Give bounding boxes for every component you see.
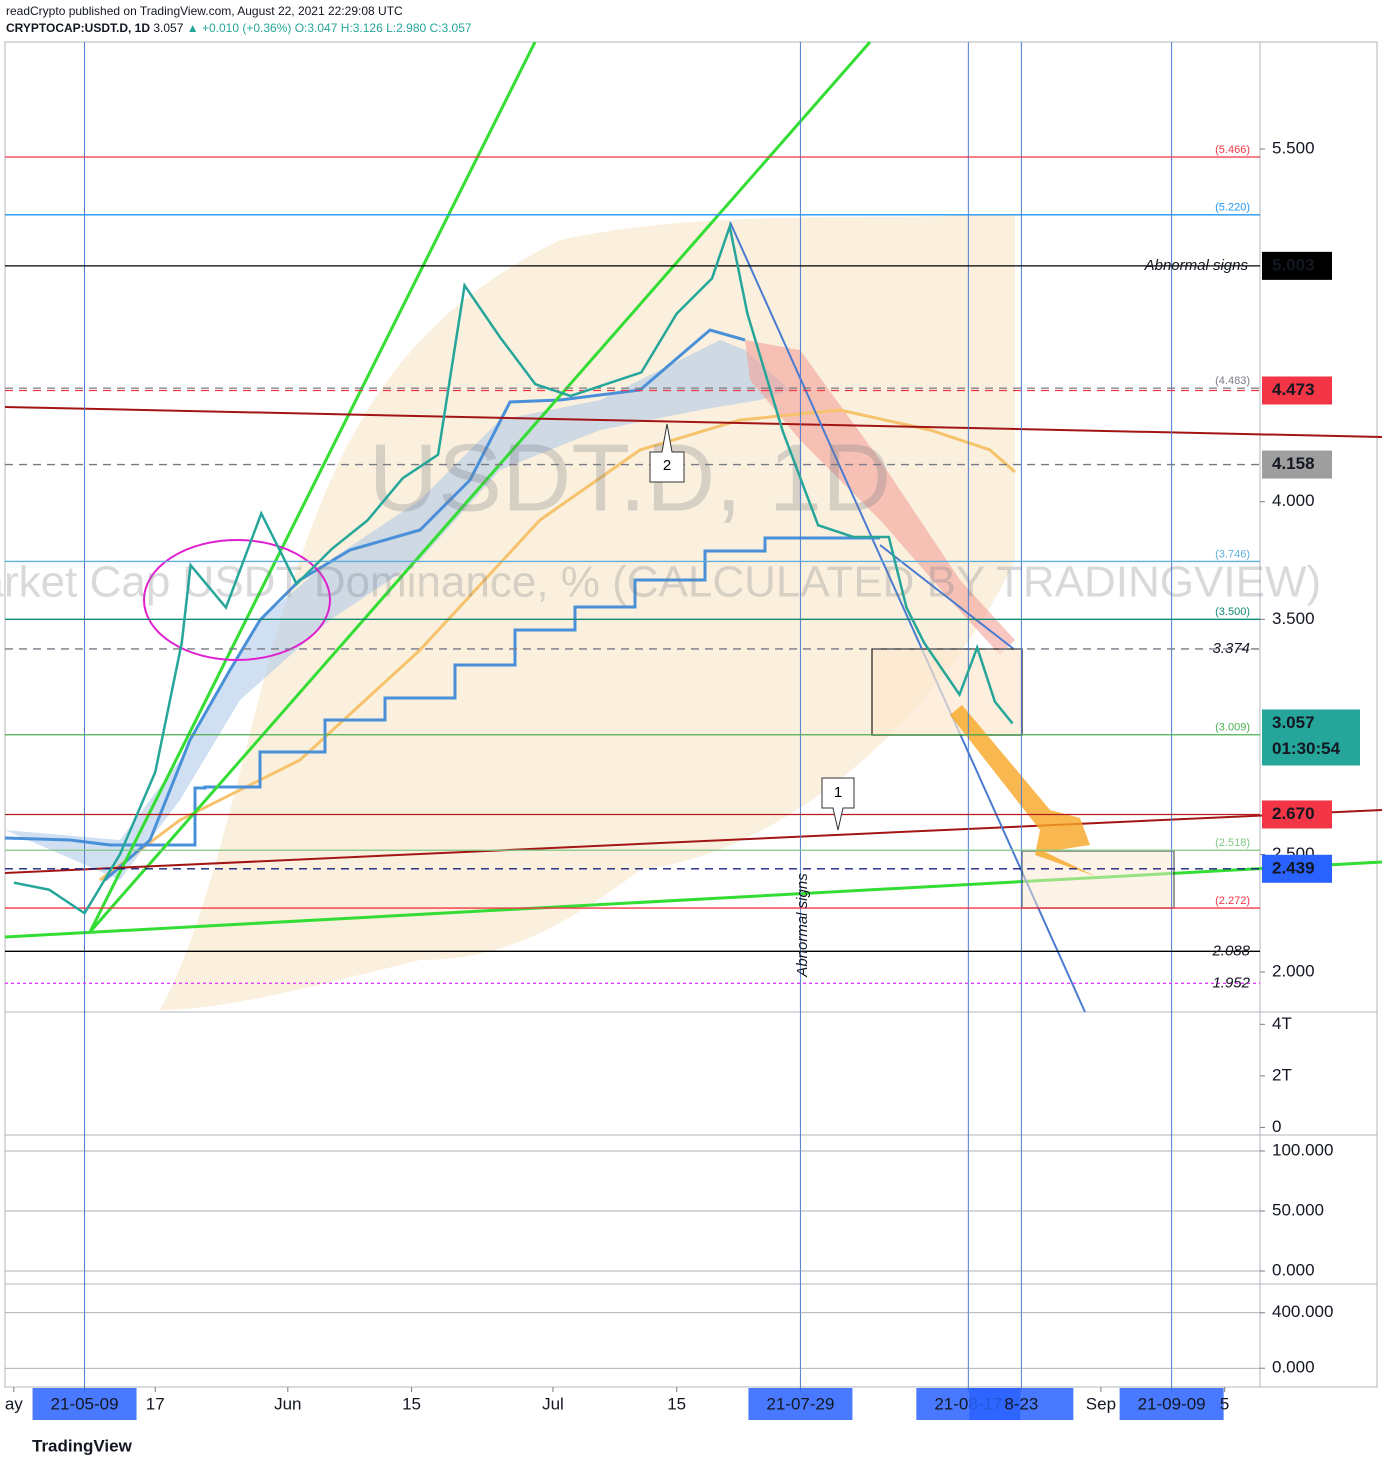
y-tick-label: 5.500 <box>1272 138 1315 157</box>
price-badge-label: 3.057 <box>1272 713 1315 732</box>
price-badge <box>1262 709 1360 766</box>
pane-tick-label: 100.000 <box>1272 1140 1333 1159</box>
pane-tick-label: 50.000 <box>1272 1200 1324 1219</box>
baseline <box>104 328 746 882</box>
x-tick-label: Jul <box>542 1394 564 1413</box>
x-tick-highlight <box>969 1388 1074 1420</box>
x-tick-label: Jun <box>274 1394 301 1413</box>
level-label: (2.518) <box>1215 837 1250 849</box>
low: L:2.980 <box>386 21 426 35</box>
price-badge-label: 5.003 <box>1272 255 1315 274</box>
trend-line <box>88 41 872 933</box>
price-badge <box>1262 376 1332 405</box>
price-badge-label: 2.439 <box>1272 858 1315 877</box>
price-badge <box>1262 854 1332 883</box>
pane-tick-label: 400.000 <box>1272 1302 1333 1321</box>
step-line <box>4 536 880 847</box>
level-label: (5.220) <box>1215 202 1250 214</box>
frame <box>4 41 1378 1388</box>
high: H:3.126 <box>341 21 383 35</box>
callout <box>821 777 855 831</box>
x-tick-label: 21-07-29 <box>766 1394 834 1413</box>
price-badge <box>1262 251 1332 280</box>
publisher: readCrypto published on TradingView.com,… <box>6 4 403 18</box>
pane-tick-label: 2T <box>1272 1065 1292 1084</box>
price-badge-label: 4.158 <box>1272 454 1315 473</box>
level-label: (3.009) <box>1215 722 1250 734</box>
footer-brand: TradingView <box>32 1436 133 1455</box>
level-label: 3.374 <box>1212 640 1250 657</box>
countdown: 01:30:54 <box>1272 739 1341 758</box>
callout <box>649 423 685 483</box>
level-label: (4.483) <box>1215 375 1250 387</box>
x-tick-label: 21-05-09 <box>51 1394 119 1413</box>
trend-line <box>88 41 537 933</box>
y-tick-label: 3.500 <box>1272 609 1315 628</box>
close: C:3.057 <box>430 21 472 35</box>
pane-tick-label: 0.000 <box>1272 1358 1315 1377</box>
open: O:3.047 <box>295 21 338 35</box>
pane-tick-label: 0.000 <box>1272 1260 1315 1279</box>
y-tick-label: 4.000 <box>1272 491 1315 510</box>
x-tick-highlight <box>748 1388 853 1420</box>
level-label: (3.500) <box>1215 606 1250 618</box>
level-label: 2.088 <box>1211 942 1250 959</box>
callout-label: 1 <box>834 784 842 801</box>
price: 3.057 <box>153 21 183 35</box>
level-label: (2.272) <box>1215 895 1250 907</box>
price-badge <box>1262 800 1332 829</box>
y-tick-label: 2.000 <box>1272 962 1315 981</box>
x-tick-label: 17 <box>146 1394 165 1413</box>
trend-line <box>4 809 1382 874</box>
x-tick-label: 15 <box>667 1394 686 1413</box>
quote-line: CRYPTOCAP:USDT.D, 1D 3.057 ▲ +0.010 (+0.… <box>6 21 472 35</box>
highlight-ellipse <box>143 539 331 661</box>
x-tick-highlight <box>1119 1388 1224 1420</box>
x-tick-label: 21-09-09 <box>1138 1394 1206 1413</box>
annotation: Abnormal signs <box>794 873 811 978</box>
price-badge <box>1262 450 1332 479</box>
x-tick-label: 15 <box>402 1394 421 1413</box>
x-tick-label: ay <box>5 1394 23 1413</box>
annotation: Abnormal signs <box>1144 257 1249 274</box>
symbol: CRYPTOCAP:USDT.D, 1D <box>6 21 150 35</box>
x-tick-highlight <box>32 1388 137 1420</box>
trend-line <box>4 406 1382 438</box>
cloud-blue <box>5 340 790 880</box>
x-tick-label: 8-23 <box>1004 1394 1038 1413</box>
watermark-description: Market Cap USDT Dominance, % (CALCULATED… <box>0 558 1321 607</box>
price-badge-label: 2.670 <box>1272 804 1315 823</box>
target-box <box>1021 850 1175 909</box>
level-label: 1.952 <box>1212 974 1250 991</box>
watermark-symbol: USDT.D, 1D <box>369 424 892 531</box>
pane-tick-label: 0 <box>1272 1117 1281 1136</box>
price-line <box>13 221 1014 916</box>
pane-tick-label: 4T <box>1272 1014 1292 1033</box>
x-tick-label: 5 <box>1220 1394 1229 1413</box>
callout-label: 2 <box>663 457 671 474</box>
x-tick-label: Sep <box>1086 1394 1116 1413</box>
level-label: (3.746) <box>1215 548 1250 560</box>
range-box <box>871 648 1023 736</box>
change: ▲ +0.010 (+0.36%) <box>187 21 292 35</box>
trend-line <box>879 544 1016 651</box>
cloud-red <box>745 340 1015 655</box>
arrow <box>950 705 1095 876</box>
price-badge-label: 4.473 <box>1272 380 1315 399</box>
level-label: (5.466) <box>1215 144 1250 156</box>
